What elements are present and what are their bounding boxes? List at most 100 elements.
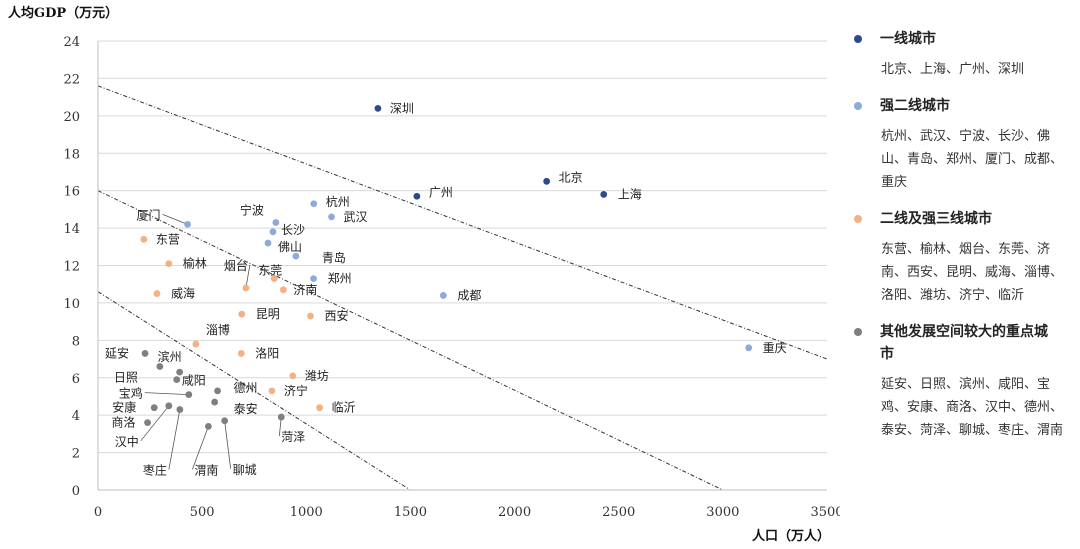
label-leader-line <box>168 409 181 470</box>
legend-group-strong-tier2: 强二线城市 杭州、武汉、宁波、长沙、佛山、青岛、郑州、厦门、成都、重庆 <box>850 95 1075 194</box>
data-point <box>165 402 173 410</box>
legend-marker <box>854 35 862 43</box>
y-tick-label: 18 <box>63 147 80 162</box>
reference-line <box>97 85 828 360</box>
data-point <box>176 406 184 413</box>
point-label: 东营 <box>156 232 180 246</box>
point-label: 上海 <box>618 186 642 201</box>
legend-group-tier2-tier3: 二线及强三线城市 东营、榆林、烟台、东莞、济南、西安、昆明、威海、淄博、洛阳、潍… <box>850 208 1075 307</box>
data-points <box>140 104 753 430</box>
data-point <box>277 413 285 421</box>
data-point <box>238 310 246 318</box>
legend-members: 东营、榆林、烟台、东莞、济南、西安、昆明、威海、淄博、洛阳、潍坊、济宁、临沂 <box>881 242 1064 303</box>
point-label: 安康 <box>112 400 136 415</box>
point-label: 泰安 <box>234 401 258 416</box>
point-label: 宝鸡 <box>119 386 143 401</box>
point-label: 聊城 <box>233 463 257 477</box>
legend-entry: 强二线城市 <box>850 95 1075 117</box>
point-label: 德州 <box>234 380 258 395</box>
gridlines <box>98 40 827 454</box>
legend-marker <box>854 215 862 223</box>
point-label: 长沙 <box>281 223 305 237</box>
y-tick-label: 12 <box>63 260 80 275</box>
data-point <box>269 228 277 236</box>
point-label: 郑州 <box>328 271 352 286</box>
data-point <box>272 219 280 226</box>
data-point <box>264 239 272 247</box>
point-label: 宁波 <box>240 202 264 217</box>
point-label: 商洛 <box>112 415 136 430</box>
point-label: 佛山 <box>278 240 302 254</box>
data-point <box>600 191 608 198</box>
point-label: 日照 <box>114 371 138 385</box>
x-tick-label: 500 <box>190 505 215 520</box>
data-point <box>270 275 278 282</box>
point-label: 榆林 <box>183 256 207 271</box>
point-label: 淄博 <box>206 322 230 337</box>
legend-series-name: 二线及强三线城市 <box>880 211 992 227</box>
data-point <box>185 391 193 398</box>
y-tick-label: 4 <box>72 409 80 424</box>
point-label: 济宁 <box>284 383 308 398</box>
legend-marker <box>854 328 862 336</box>
data-point <box>150 404 158 412</box>
legend-members: 杭州、武汉、宁波、长沙、佛山、青岛、郑州、厦门、成都、重庆 <box>881 129 1064 190</box>
y-tick-label: 24 <box>63 35 80 50</box>
point-label: 重庆 <box>763 341 787 355</box>
reference-line <box>97 291 411 491</box>
data-point <box>413 192 421 200</box>
y-tick-label: 0 <box>72 484 80 499</box>
x-tick-label: 1000 <box>290 505 323 520</box>
point-label: 武汉 <box>343 210 367 224</box>
x-tick-label: 3500 <box>810 505 840 520</box>
point-label: 广州 <box>429 185 453 199</box>
point-label: 东莞 <box>258 264 282 278</box>
label-leader-line <box>140 405 170 442</box>
data-point <box>745 344 753 352</box>
data-point <box>439 292 447 299</box>
reference-line <box>97 190 724 491</box>
data-point <box>173 376 181 384</box>
y-tick-label: 22 <box>63 72 80 87</box>
y-tick-label: 10 <box>63 297 80 312</box>
data-point <box>292 252 300 260</box>
x-tick-label: 2500 <box>602 505 635 520</box>
data-point <box>184 220 191 228</box>
data-point <box>204 422 212 430</box>
reference-lines <box>97 85 828 491</box>
x-tick-label: 3000 <box>706 505 739 520</box>
label-leader-line <box>144 392 189 395</box>
y-tick-label: 20 <box>63 110 80 125</box>
legend-series-name: 其他发展空间较大的重点城市 <box>880 324 1048 362</box>
point-label: 洛阳 <box>255 345 279 360</box>
data-point <box>242 284 250 292</box>
y-tick-label: 6 <box>72 372 80 387</box>
y-tick-label: 2 <box>72 447 80 462</box>
label-leader-line <box>245 264 251 289</box>
legend-marker <box>854 102 862 110</box>
x-tick-label: 0 <box>94 505 102 520</box>
data-point <box>289 372 297 380</box>
y-axis-label: 人均GDP（万元） <box>8 5 118 21</box>
point-label: 枣庄 <box>143 463 167 478</box>
label-leader-line <box>192 426 209 470</box>
point-label: 汉中 <box>115 434 139 449</box>
data-point <box>268 387 276 395</box>
legend-members: 延安、日照、滨州、咸阳、宝鸡、安康、商洛、汉中、德州、泰安、菏泽、聊城、枣庄、渭… <box>881 377 1064 438</box>
data-point <box>307 312 314 320</box>
legend-group-tier1: 一线城市 北京、上海、广州、深圳 <box>850 28 1075 81</box>
data-point <box>211 398 219 406</box>
point-label: 厦门 <box>137 207 161 222</box>
x-tick-label: 2000 <box>498 505 531 520</box>
point-label: 昆明 <box>256 307 280 321</box>
point-label: 济南 <box>293 282 317 297</box>
data-point <box>144 419 151 427</box>
point-label: 滨州 <box>158 349 182 364</box>
legend-series-name: 强二线城市 <box>880 98 950 114</box>
x-axis-label: 人口（万人） <box>752 528 830 544</box>
point-label: 成都 <box>457 288 481 302</box>
point-label: 威海 <box>171 286 195 301</box>
label-leader-lines <box>140 213 282 470</box>
point-label: 北京 <box>559 170 583 184</box>
